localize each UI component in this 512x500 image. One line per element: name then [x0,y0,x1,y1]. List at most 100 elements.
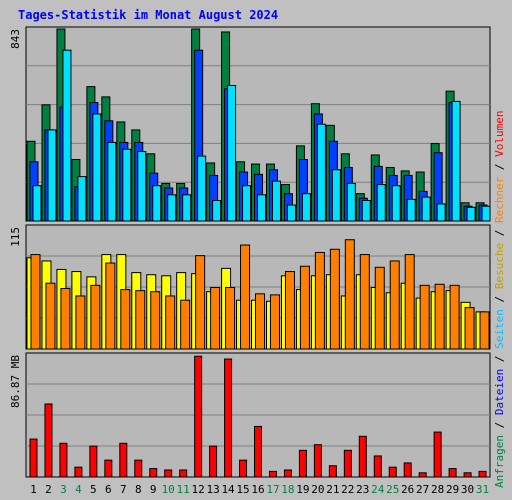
bar-pages-day-23 [361,200,371,222]
bar-pages-day-29 [451,100,461,222]
bar-pages-day-5 [92,113,102,222]
day-label-11: 11 [177,483,190,496]
bar-pages-day-16 [257,194,267,222]
bar-pages-day-14 [227,84,237,222]
bar-sites-day-2 [45,282,56,350]
right-legend: Anfragen / Dateien / Seiten / Besuche / … [493,110,506,488]
bar-kbytes-day-23 [358,435,367,478]
bar-pages-day-28 [436,203,446,222]
bar-sites-day-16 [255,293,266,350]
bar-kbytes-day-11 [179,469,188,478]
bar-kbytes-day-2 [44,403,53,478]
bar-pages-day-2 [47,129,57,222]
day-label-30: 30 [461,483,474,496]
day-label-16: 16 [251,483,264,496]
bar-pages-day-18 [286,204,296,222]
bar-pages-day-1 [32,185,42,222]
day-label-13: 13 [206,483,219,496]
bar-kbytes-day-13 [209,445,218,478]
day-label-20: 20 [311,483,324,496]
day-label-7: 7 [120,483,127,496]
bar-pages-day-3 [62,49,72,222]
bar-pages-day-21 [331,169,341,222]
max-label-volume: 86.87 MB [9,355,22,408]
bar-sites-day-23 [359,254,370,350]
bar-kbytes-day-31 [478,470,487,478]
day-label-21: 21 [326,483,339,496]
bar-pages-day-11 [182,194,192,222]
bar-kbytes-day-21 [328,465,337,478]
bar-kbytes-day-28 [433,431,442,478]
legend-part-4: Seiten [493,309,506,349]
bar-sites-day-31 [479,311,490,350]
day-label-14: 14 [221,483,235,496]
day-label-1: 1 [30,483,37,496]
bar-kbytes-day-1 [29,438,38,478]
bar-pages-day-24 [376,184,386,222]
day-label-9: 9 [150,483,157,496]
bar-sites-day-27 [419,284,430,350]
bar-kbytes-day-5 [89,445,98,478]
bar-pages-day-30 [466,206,476,222]
bar-sites-day-7 [120,289,131,350]
bar-pages-day-15 [242,185,252,222]
day-label-26: 26 [401,483,414,496]
legend-part-7: / [493,223,506,243]
bar-kbytes-day-25 [388,466,397,478]
bar-sites-day-21 [329,248,340,350]
day-label-25: 25 [386,483,399,496]
legend-part-9: / [493,157,506,177]
day-label-28: 28 [431,483,444,496]
bar-kbytes-day-29 [448,468,457,478]
bar-kbytes-day-14 [224,358,233,478]
bar-pages-day-20 [316,123,326,222]
bar-sites-day-9 [150,291,161,350]
day-label-6: 6 [105,483,112,496]
bar-pages-day-4 [77,176,87,222]
bar-sites-day-25 [389,260,400,350]
bar-kbytes-day-6 [104,459,113,478]
bar-kbytes-day-15 [239,459,248,478]
legend-part-2: Dateien [493,369,506,415]
bar-pages-day-17 [271,180,281,222]
bar-sites-day-4 [75,295,86,350]
legend-part-6: Besuche [493,243,506,289]
day-label-3: 3 [60,483,67,496]
day-label-29: 29 [446,483,459,496]
bar-sites-day-24 [374,266,385,350]
bar-kbytes-day-20 [313,444,322,478]
bar-pages-day-6 [107,141,117,222]
bar-sites-day-18 [284,271,295,350]
bar-kbytes-day-24 [373,455,382,478]
bar-sites-day-3 [60,288,71,350]
day-label-8: 8 [135,483,142,496]
bar-pages-day-27 [421,196,431,222]
day-label-22: 22 [341,483,354,496]
day-label-23: 23 [356,483,369,496]
day-label-24: 24 [371,483,385,496]
bar-pages-day-19 [301,193,311,222]
bar-kbytes-day-18 [283,469,292,478]
bar-kbytes-day-27 [418,472,427,478]
bar-kbytes-day-26 [403,462,412,478]
bar-sites-day-8 [135,290,146,350]
bar-kbytes-day-12 [194,355,203,478]
bar-kbytes-day-17 [268,470,277,478]
bar-pages-day-9 [152,185,162,222]
bar-pages-day-10 [167,194,177,222]
day-label-15: 15 [236,483,249,496]
bar-pages-day-7 [122,148,132,222]
bar-sites-day-11 [180,299,191,350]
day-label-27: 27 [416,483,429,496]
bar-sites-day-29 [449,284,460,350]
bar-sites-day-14 [225,286,236,350]
bar-kbytes-day-9 [149,468,158,478]
bar-sites-day-22 [344,239,355,350]
day-label-2: 2 [45,483,52,496]
legend-part-1: / [493,415,506,435]
day-label-31: 31 [476,483,489,496]
max-label-requests-files-pages: 843 [9,29,22,49]
day-label-5: 5 [90,483,97,496]
bar-kbytes-day-16 [254,425,263,478]
